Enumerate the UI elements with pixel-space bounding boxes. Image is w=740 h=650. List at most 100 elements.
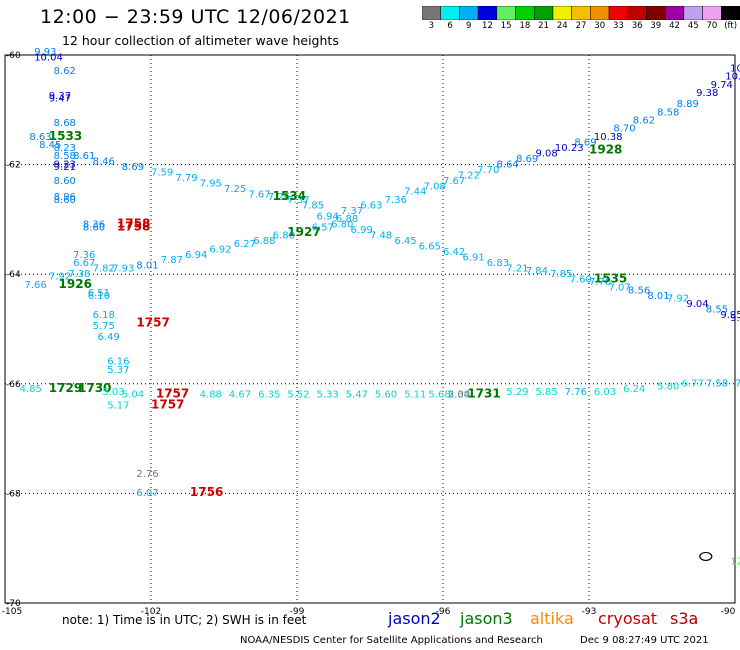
legend-item-altika: altika	[530, 609, 574, 628]
wave-height-label: 8.23	[54, 143, 76, 154]
wave-height-label: 8.63	[29, 132, 51, 143]
wave-height-label: 8.58	[657, 107, 679, 118]
colorbar-tick-label: 33	[612, 21, 624, 31]
x-tick-label: -102	[141, 607, 161, 617]
colorbar-ticks: 3 6 9 12 15 18 21 24 27 30 33 36 39 42 45 70 (ft)	[422, 21, 740, 33]
wave-height-label: 9.38	[696, 88, 718, 99]
wave-height-label: 9.23	[54, 159, 76, 170]
pass-time-label: 1534	[273, 189, 306, 203]
wave-height-label: 6.35	[258, 390, 280, 401]
wave-height-label: 8.61	[73, 151, 95, 162]
wave-height-label: 12	[730, 557, 740, 568]
wave-height-label: 5.03	[102, 387, 124, 398]
colorbar-tick-label: 18	[519, 21, 531, 31]
wave-height-label: 4.85	[20, 384, 42, 395]
wave-height-label: 6.07	[136, 488, 158, 499]
colorbar-tick-label: 45	[687, 21, 699, 31]
wave-height-label: 6.18	[93, 310, 115, 321]
wave-height-label: 6.63	[360, 200, 382, 211]
wave-height-label: 6.45	[394, 236, 416, 247]
x-tick-label: -105	[2, 607, 22, 617]
wave-height-label: 7.67	[443, 176, 465, 187]
wave-height-label: 7.48	[370, 231, 392, 242]
wave-height-label: 9.95	[720, 310, 740, 321]
wave-height-label: 10.61	[725, 72, 740, 83]
footer-note: note: 1) Time is in UTC; 2) SWH is in fe…	[62, 613, 307, 627]
wave-height-label: 8.55	[706, 305, 728, 316]
wave-height-label: 5.37	[107, 365, 129, 376]
wave-height-label: 8.60	[54, 195, 76, 206]
x-tick-label: -96	[436, 607, 451, 617]
wave-height-label: 5.47	[346, 390, 368, 401]
y-tick-label: -70	[6, 599, 21, 609]
legend-item-s3a: s3a	[670, 609, 699, 628]
colorbar-tick-label: 42	[669, 21, 680, 31]
colorbar-tick-label: 30	[594, 21, 606, 31]
wave-height-label: 8.62	[54, 66, 76, 77]
wave-height-label: 7.82	[93, 263, 115, 274]
pass-time-label: 1731	[467, 387, 500, 401]
wave-height-label: 9.21	[54, 162, 76, 173]
wave-height-label: 9.37	[49, 91, 71, 102]
pass-time-label: 1533	[49, 129, 82, 143]
wave-height-label: 6.10	[88, 291, 110, 302]
wave-height-label: 6.24	[623, 384, 645, 395]
wave-height-label: 7.36	[385, 195, 407, 206]
wave-height-label: 9.08	[535, 148, 557, 159]
wave-height-label: 8.70	[613, 124, 635, 135]
wave-height-label: 6.88	[336, 214, 358, 225]
colorbar-tick-label: 39	[650, 21, 662, 31]
page-subtitle: 12 hour collection of altimeter wave hei…	[62, 33, 339, 48]
pass-time-label: 1758	[117, 219, 150, 233]
x-tick-label: -90	[721, 607, 736, 617]
wave-height-label: 7.60	[570, 274, 592, 285]
wave-height-label: 9.93	[34, 47, 56, 58]
wave-height-label: 6.88	[253, 236, 275, 247]
wave-height-label: 4.88	[200, 390, 222, 401]
y-tick-label: -64	[6, 270, 21, 280]
wave-height-label: 6.49	[97, 332, 119, 343]
wave-height-label: 9.74	[711, 80, 733, 91]
pass-time-label: 1757	[136, 315, 169, 329]
pass-time-label: 1730	[78, 381, 111, 395]
wave-height-label: 6.92	[209, 244, 231, 255]
colorbar-tick-label: 21	[538, 21, 549, 31]
wave-height-label: 5.75	[93, 321, 115, 332]
wave-height-label: 8.96	[54, 192, 76, 203]
wave-height-label: 5.33	[316, 390, 338, 401]
wave-height-label: 6.67	[73, 258, 95, 269]
pass-time-label: 1756	[190, 485, 223, 499]
wave-height-label: 7.22	[458, 170, 480, 181]
wave-height-label: 6.83	[487, 258, 509, 269]
wave-height-label: 6.80	[331, 220, 353, 231]
wave-height-label: 9.04	[686, 299, 708, 310]
colorbar-tick-label: 6	[447, 21, 453, 31]
wave-height-label: 7.95	[200, 179, 222, 190]
wave-height-label: 6.99	[351, 225, 373, 236]
wave-height-label: 8.60	[54, 176, 76, 187]
wave-height-label: 7.70	[477, 165, 499, 176]
wave-height-label: 7.79	[175, 173, 197, 184]
y-tick-label: -68	[6, 489, 21, 499]
island-outline	[699, 551, 713, 562]
pass-time-label: 1729	[49, 381, 82, 395]
colorbar-tick-label: 9	[466, 21, 472, 31]
pass-time-label: 1535	[594, 271, 627, 285]
wave-height-label: 7.84	[526, 266, 548, 277]
wave-height-label: 7.37	[341, 206, 363, 217]
y-tick-label: -66	[6, 380, 21, 390]
wave-height-label: 2.04	[448, 390, 470, 401]
wave-height-label: 6.57	[312, 222, 334, 233]
colorbar-tick-label: 27	[575, 21, 587, 31]
colorbar-tick-label: 15	[500, 21, 512, 31]
colorbar-tick-label: 24	[556, 21, 568, 31]
wave-height-label: 7.25	[224, 184, 246, 195]
page-title: 12:00 − 23:59 UTC 12/06/2021	[40, 6, 351, 28]
pass-time-label: 1927	[287, 225, 320, 239]
colorbar-tick-label: (ft)	[724, 21, 738, 31]
x-tick-label: -93	[582, 607, 597, 617]
wave-height-label: 6.80	[273, 231, 295, 242]
wave-height-label: 8.01	[136, 261, 158, 272]
wave-height-label: 6.77	[681, 379, 703, 390]
wave-height-label: 7.70	[589, 277, 611, 288]
